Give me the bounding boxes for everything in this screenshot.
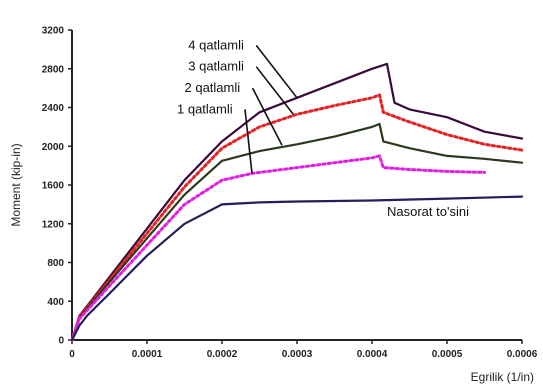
- x-tick-label: 0.0006: [507, 349, 538, 360]
- series-line-4-qatlamli: [70, 62, 524, 342]
- series-line-2-qatlamli: [70, 122, 524, 342]
- y-tick-label: 3200: [42, 26, 65, 37]
- axes: 0 400 800 1200 1600 2000 2400 2800 3200 0 0.0001 0.…: [42, 26, 538, 361]
- y-tick-label: 800: [47, 258, 64, 269]
- series-line-1-qatlamli: [70, 154, 486, 342]
- y-tick-label: 400: [47, 297, 64, 308]
- x-tick-label: 0.0003: [282, 349, 313, 360]
- series-layer: [70, 62, 524, 342]
- y-tick-label: 2400: [42, 103, 65, 114]
- y-tick-label: 1600: [42, 181, 65, 192]
- series-line-3-qatlamli: [70, 93, 524, 342]
- series-label: 2 qatlamli: [185, 80, 241, 95]
- x-tick-label: 0: [69, 349, 75, 360]
- series-label: Nasorat to'sini: [387, 204, 469, 219]
- y-tick-label: 1200: [42, 219, 65, 230]
- x-axis-title: Egrilik (1/in): [471, 370, 534, 384]
- y-tick-label: 0: [58, 336, 64, 347]
- y-tick-label: 2000: [42, 142, 65, 153]
- leader-line: [251, 87, 283, 146]
- leader-line: [255, 44, 298, 99]
- y-axis-title: Moment (kip-in): [9, 143, 23, 226]
- leader-line: [244, 109, 253, 174]
- series-line-nasorat-to-sini: [70, 195, 524, 342]
- y-tick-label: 2800: [42, 64, 65, 75]
- series-label: 4 qatlamli: [188, 37, 244, 52]
- x-tick-label: 0.0001: [132, 349, 163, 360]
- series-label: 3 qatlamli: [188, 59, 244, 74]
- annotation-layer: 4 qatlamli 3 qatlamli 2 qatlamli 1 qatlamli…: [177, 37, 469, 219]
- x-tick-label: 0.0002: [207, 349, 238, 360]
- x-tick-label: 0.0005: [432, 349, 463, 360]
- x-tick-label: 0.0004: [357, 349, 388, 360]
- series-label: 1 qatlamli: [177, 101, 233, 116]
- leader-line: [255, 66, 294, 115]
